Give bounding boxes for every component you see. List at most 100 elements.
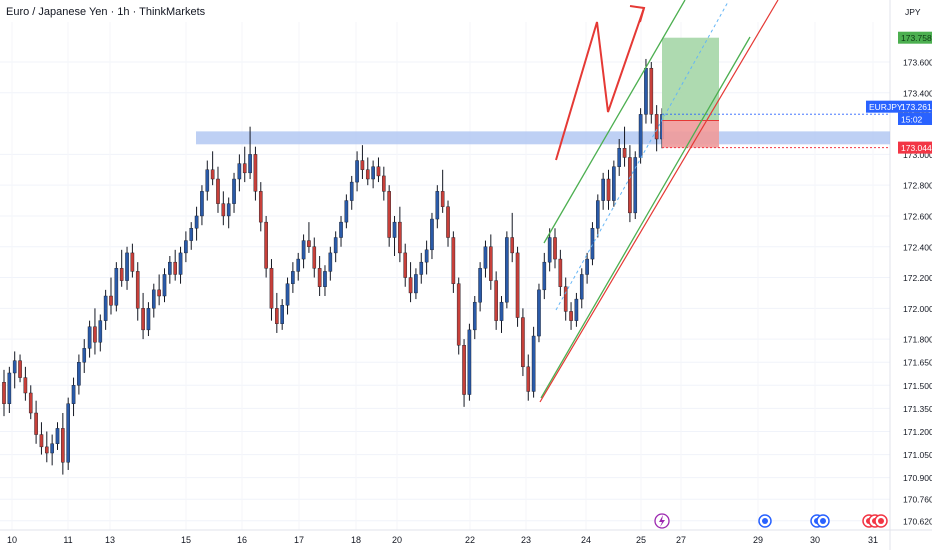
projection-arrowhead (629, 5, 646, 23)
price-badge (898, 141, 932, 154)
candle-body (312, 246, 317, 269)
candle-body (323, 271, 327, 287)
candle-body (55, 428, 60, 444)
candle-body (612, 166, 616, 201)
price-badge (898, 112, 932, 125)
price-badge-label: 173.273 (901, 108, 932, 118)
x-tick-label: 17 (294, 535, 304, 545)
candle-body (628, 157, 632, 214)
candle-body (189, 228, 194, 241)
currency-label: JPY (905, 7, 921, 17)
candle-body (23, 377, 28, 394)
candle-body (285, 283, 290, 306)
candle-body (146, 308, 151, 331)
projection-arrow (555, 7, 645, 161)
candle-body (638, 114, 643, 158)
candle-body (542, 261, 547, 291)
candle-body (61, 428, 65, 463)
candle-body (489, 246, 493, 281)
event-icon-31c-dot (878, 518, 884, 524)
x-tick-label: 23 (521, 535, 531, 545)
candle-body (547, 237, 552, 263)
candle-body (66, 403, 70, 463)
candle-body (130, 252, 135, 272)
candle-body (125, 252, 129, 281)
candle-body (376, 166, 381, 177)
candle-body (365, 169, 370, 180)
y-tick-label: 171.650 (903, 358, 932, 368)
candle-body (248, 154, 252, 174)
candle-body (44, 446, 49, 454)
candle-body (494, 280, 498, 321)
candle-body (526, 366, 531, 392)
symbol-badge-label: EURJPY (869, 102, 903, 112)
candle-body (18, 360, 22, 378)
candle-body (221, 203, 226, 217)
candle-body (424, 249, 429, 263)
y-tick-label: 171.200 (903, 427, 932, 437)
y-tick-label: 170.760 (903, 495, 932, 505)
candle-body (440, 191, 445, 207)
candle-body (7, 372, 12, 404)
candle-body (264, 221, 268, 269)
candle-body (419, 261, 424, 275)
y-tick-label: 172.400 (903, 242, 932, 252)
candle-body (333, 237, 338, 254)
candle-body (275, 308, 279, 324)
y-tick-label: 173.000 (903, 150, 932, 160)
candle-body (521, 317, 525, 368)
candle-body (430, 218, 434, 251)
x-tick-label: 10 (7, 535, 17, 545)
candle-body (622, 148, 627, 158)
candle-body (505, 237, 509, 303)
candle-body (563, 286, 568, 312)
candle-body (216, 178, 220, 204)
x-tick-label: 29 (753, 535, 763, 545)
y-tick-label: 171.350 (903, 404, 932, 414)
candle-body (205, 169, 210, 192)
candle-body (184, 240, 188, 254)
candle-body (617, 148, 622, 167)
candle-body (596, 200, 600, 229)
candle-body (355, 160, 359, 183)
candle-body (398, 221, 402, 254)
y-tick-label: 171.800 (903, 335, 932, 345)
candle-body (210, 169, 215, 180)
candle-body (77, 362, 81, 386)
candle-body (644, 67, 648, 115)
candle-body (242, 163, 247, 174)
candle-body (451, 237, 456, 284)
candle-body (141, 308, 145, 331)
x-tick-label: 20 (392, 535, 402, 545)
candle-body (601, 178, 605, 201)
x-tick-label: 31 (868, 535, 878, 545)
candle-body (173, 261, 177, 275)
candle-body (328, 252, 333, 272)
candle-body (472, 301, 477, 331)
candle-body (82, 348, 87, 363)
candle-body (301, 240, 306, 260)
candle-body (50, 443, 54, 454)
candle-body (574, 298, 579, 321)
candle-body (109, 295, 113, 306)
y-tick-label: 171.500 (903, 381, 932, 391)
candle-body (590, 228, 595, 260)
x-tick-label: 25 (636, 535, 646, 545)
candle-body (232, 178, 236, 204)
candle-body (103, 295, 108, 321)
candle-body (414, 274, 418, 294)
y-tick-label: 170.620 (903, 516, 932, 526)
candle-body (114, 268, 119, 306)
symbol-badge (866, 100, 898, 113)
price-badge-label: 173.261 (901, 102, 932, 112)
candle-body (435, 191, 440, 220)
candle-body (178, 252, 183, 275)
candle-body (307, 240, 311, 247)
x-tick-label: 18 (351, 535, 361, 545)
y-tick-label: 173.600 (903, 58, 932, 68)
candle-body (39, 434, 44, 448)
candle-body (12, 360, 17, 374)
y-tick-label: 173.400 (903, 88, 932, 98)
